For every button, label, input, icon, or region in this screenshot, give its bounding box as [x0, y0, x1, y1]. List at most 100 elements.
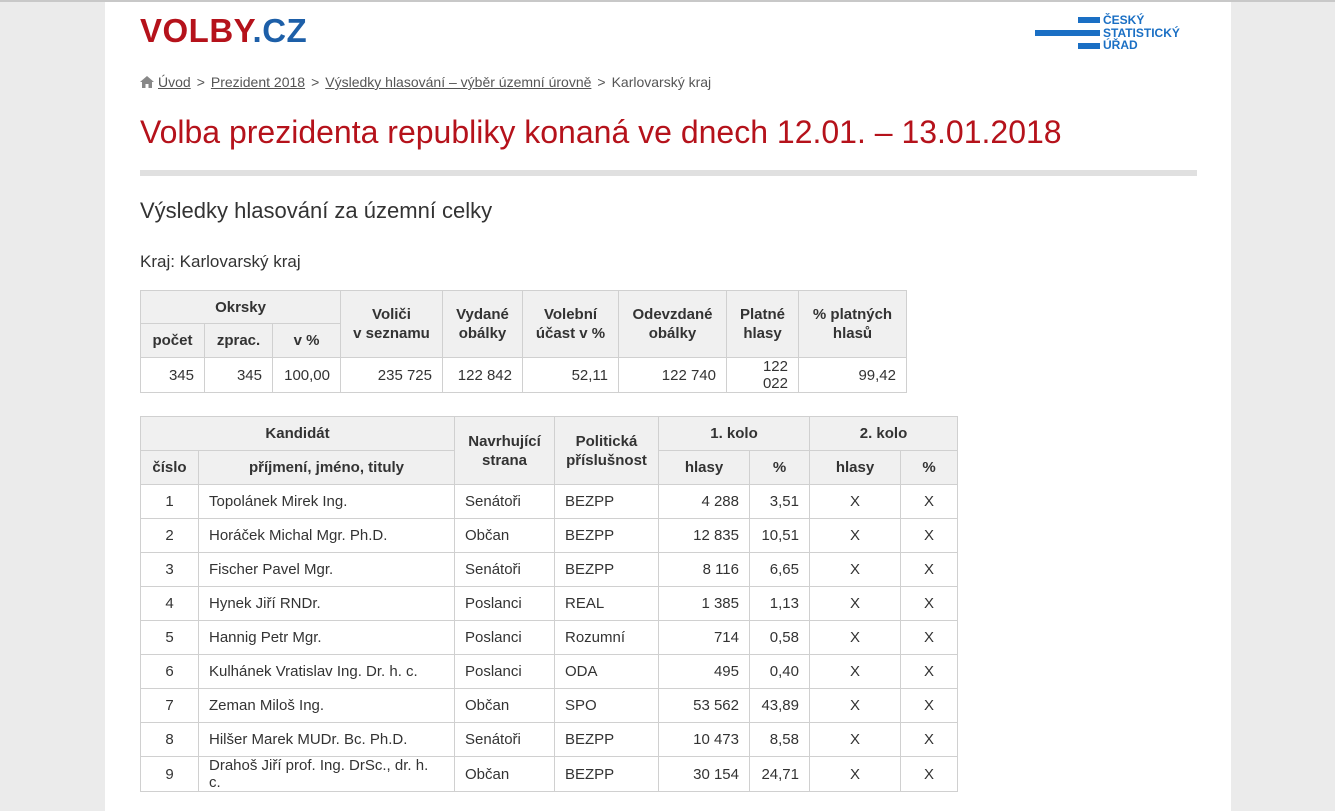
- candidate-party: Poslanci: [454, 654, 555, 689]
- candidates-table: Kandidát Navrhující strana Politická přísl…: [140, 416, 958, 792]
- round2-pct: X: [900, 518, 958, 553]
- candidate-name: Kulhánek Vratislav Ing. Dr. h. c.: [198, 654, 455, 689]
- logo-text-cz: .CZ: [252, 12, 308, 49]
- candidate-name: Hynek Jiří RNDr.: [198, 586, 455, 621]
- candidate-number: 4: [140, 586, 199, 621]
- summary-cell: 122 740: [618, 357, 727, 393]
- round1-votes: 10 473: [658, 722, 750, 757]
- round1-pct: 1,13: [749, 586, 810, 621]
- home-icon: [140, 76, 154, 88]
- breadcrumb-current: Karlovarský kraj: [611, 74, 712, 90]
- breadcrumb-vyber-link[interactable]: Výsledky hlasování – výběr územní úrovně: [325, 74, 592, 90]
- round2-pct: X: [900, 484, 958, 519]
- round2-votes: X: [809, 518, 901, 553]
- candidate-affiliation: BEZPP: [554, 552, 659, 587]
- candidate-affiliation: BEZPP: [554, 518, 659, 553]
- round2-votes: X: [809, 688, 901, 723]
- candidate-affiliation: ODA: [554, 654, 659, 689]
- volby-logo[interactable]: VOLBY.CZ: [140, 12, 307, 50]
- round1-votes: 53 562: [658, 688, 750, 723]
- candidate-name: Hilšer Marek MUDr. Bc. Ph.D.: [198, 722, 455, 757]
- round2-pct: X: [900, 688, 958, 723]
- csu-logo[interactable]: ČESKÝ STATISTICKÝ ÚŘAD: [1035, 14, 1200, 54]
- summary-cell: 345: [140, 357, 205, 393]
- candidate-affiliation: BEZPP: [554, 756, 659, 792]
- csu-logo-bar: [1035, 30, 1100, 36]
- header-cislo: číslo: [140, 450, 199, 485]
- candidate-number: 2: [140, 518, 199, 553]
- round1-votes: 714: [658, 620, 750, 655]
- round1-pct: 6,65: [749, 552, 810, 587]
- round1-votes: 12 835: [658, 518, 750, 553]
- header-pct-1: %: [749, 450, 810, 485]
- header-hlasy-1: hlasy: [658, 450, 750, 485]
- breadcrumb-prezident-link[interactable]: Prezident 2018: [210, 74, 306, 90]
- summary-cell: 100,00: [272, 357, 341, 393]
- page-title: Volba prezidenta republiky konaná ve dne…: [140, 114, 1062, 150]
- summary-cell: 99,42: [798, 357, 907, 393]
- candidate-row: 9 Drahoš Jiří prof. Ing. DrSc., dr. h. c.…: [140, 756, 958, 792]
- round2-pct: X: [900, 552, 958, 587]
- candidate-number: 8: [140, 722, 199, 757]
- candidate-row: 6 Kulhánek Vratislav Ing. Dr. h. c. Poslan…: [140, 654, 958, 689]
- candidate-number: 3: [140, 552, 199, 587]
- round2-pct: X: [900, 586, 958, 621]
- header-politicka-prislusnost: Politická příslušnost: [554, 416, 659, 485]
- round2-votes: X: [809, 552, 901, 587]
- summary-cell: 52,11: [522, 357, 619, 393]
- round1-pct: 8,58: [749, 722, 810, 757]
- header-volici: Voliči v seznamu: [340, 290, 443, 358]
- candidate-row: 3 Fischer Pavel Mgr. Senátoři BEZPP 8 116 6,6…: [140, 552, 958, 587]
- title-divider: [140, 170, 1197, 176]
- round2-votes: X: [809, 756, 901, 792]
- header-kolo-2: 2. kolo: [809, 416, 958, 451]
- round2-pct: X: [900, 620, 958, 655]
- summary-table: Okrsky Voliči v seznamu Vydané obálky Vole…: [140, 290, 907, 393]
- header-platne: Platné hlasy: [726, 290, 799, 358]
- candidate-name: Hannig Petr Mgr.: [198, 620, 455, 655]
- round2-votes: X: [809, 586, 901, 621]
- candidate-affiliation: Rozumní: [554, 620, 659, 655]
- candidate-row: 7 Zeman Miloš Ing. Občan SPO 53 562 43,89 X X: [140, 688, 958, 723]
- candidate-party: Občan: [454, 756, 555, 792]
- header-pct-2: %: [900, 450, 958, 485]
- csu-logo-bar: [1078, 17, 1100, 23]
- round1-pct: 0,58: [749, 620, 810, 655]
- summary-cell: 122 022: [726, 357, 799, 393]
- candidate-name: Drahoš Jiří prof. Ing. DrSc., dr. h. c.: [198, 756, 455, 792]
- browser-top-line: [0, 0, 1335, 2]
- candidate-name: Fischer Pavel Mgr.: [198, 552, 455, 587]
- candidate-affiliation: BEZPP: [554, 722, 659, 757]
- round2-votes: X: [809, 620, 901, 655]
- candidate-number: 9: [140, 756, 199, 792]
- candidate-number: 6: [140, 654, 199, 689]
- candidate-row: 8 Hilšer Marek MUDr. Bc. Ph.D. Senátoři BEZ…: [140, 722, 958, 757]
- section-title: Výsledky hlasování za územní celky: [140, 198, 493, 223]
- header-jmeno: příjmení, jméno, tituly: [198, 450, 455, 485]
- breadcrumb-home-link[interactable]: Úvod: [158, 74, 191, 90]
- round1-votes: 495: [658, 654, 750, 689]
- header-hlasy-2: hlasy: [809, 450, 901, 485]
- candidate-party: Poslanci: [454, 620, 555, 655]
- candidate-name: Zeman Miloš Ing.: [198, 688, 455, 723]
- breadcrumb-separator: >: [311, 74, 320, 90]
- logo-text-volby: VOLBY: [140, 12, 253, 49]
- csu-logo-bar: [1078, 43, 1100, 49]
- candidate-affiliation: BEZPP: [554, 484, 659, 519]
- candidate-party: Senátoři: [454, 552, 555, 587]
- round2-pct: X: [900, 756, 958, 792]
- header-kolo-1: 1. kolo: [658, 416, 810, 451]
- candidate-row: 2 Horáček Michal Mgr. Ph.D. Občan BEZPP 12 8…: [140, 518, 958, 553]
- candidate-party: Senátoři: [454, 484, 555, 519]
- round1-pct: 3,51: [749, 484, 810, 519]
- round2-pct: X: [900, 722, 958, 757]
- round1-pct: 10,51: [749, 518, 810, 553]
- round1-pct: 43,89: [749, 688, 810, 723]
- candidate-number: 1: [140, 484, 199, 519]
- header-zprac: zprac.: [204, 323, 273, 358]
- header-ucast: Volební účast v %: [522, 290, 619, 358]
- header-pct-platnych: % platných hlasů: [798, 290, 907, 358]
- round2-votes: X: [809, 484, 901, 519]
- page-container: VOLBY.CZ ČESKÝ STATISTICKÝ ÚŘAD Úvod > Pre…: [105, 2, 1231, 811]
- candidate-name: Topolánek Mirek Ing.: [198, 484, 455, 519]
